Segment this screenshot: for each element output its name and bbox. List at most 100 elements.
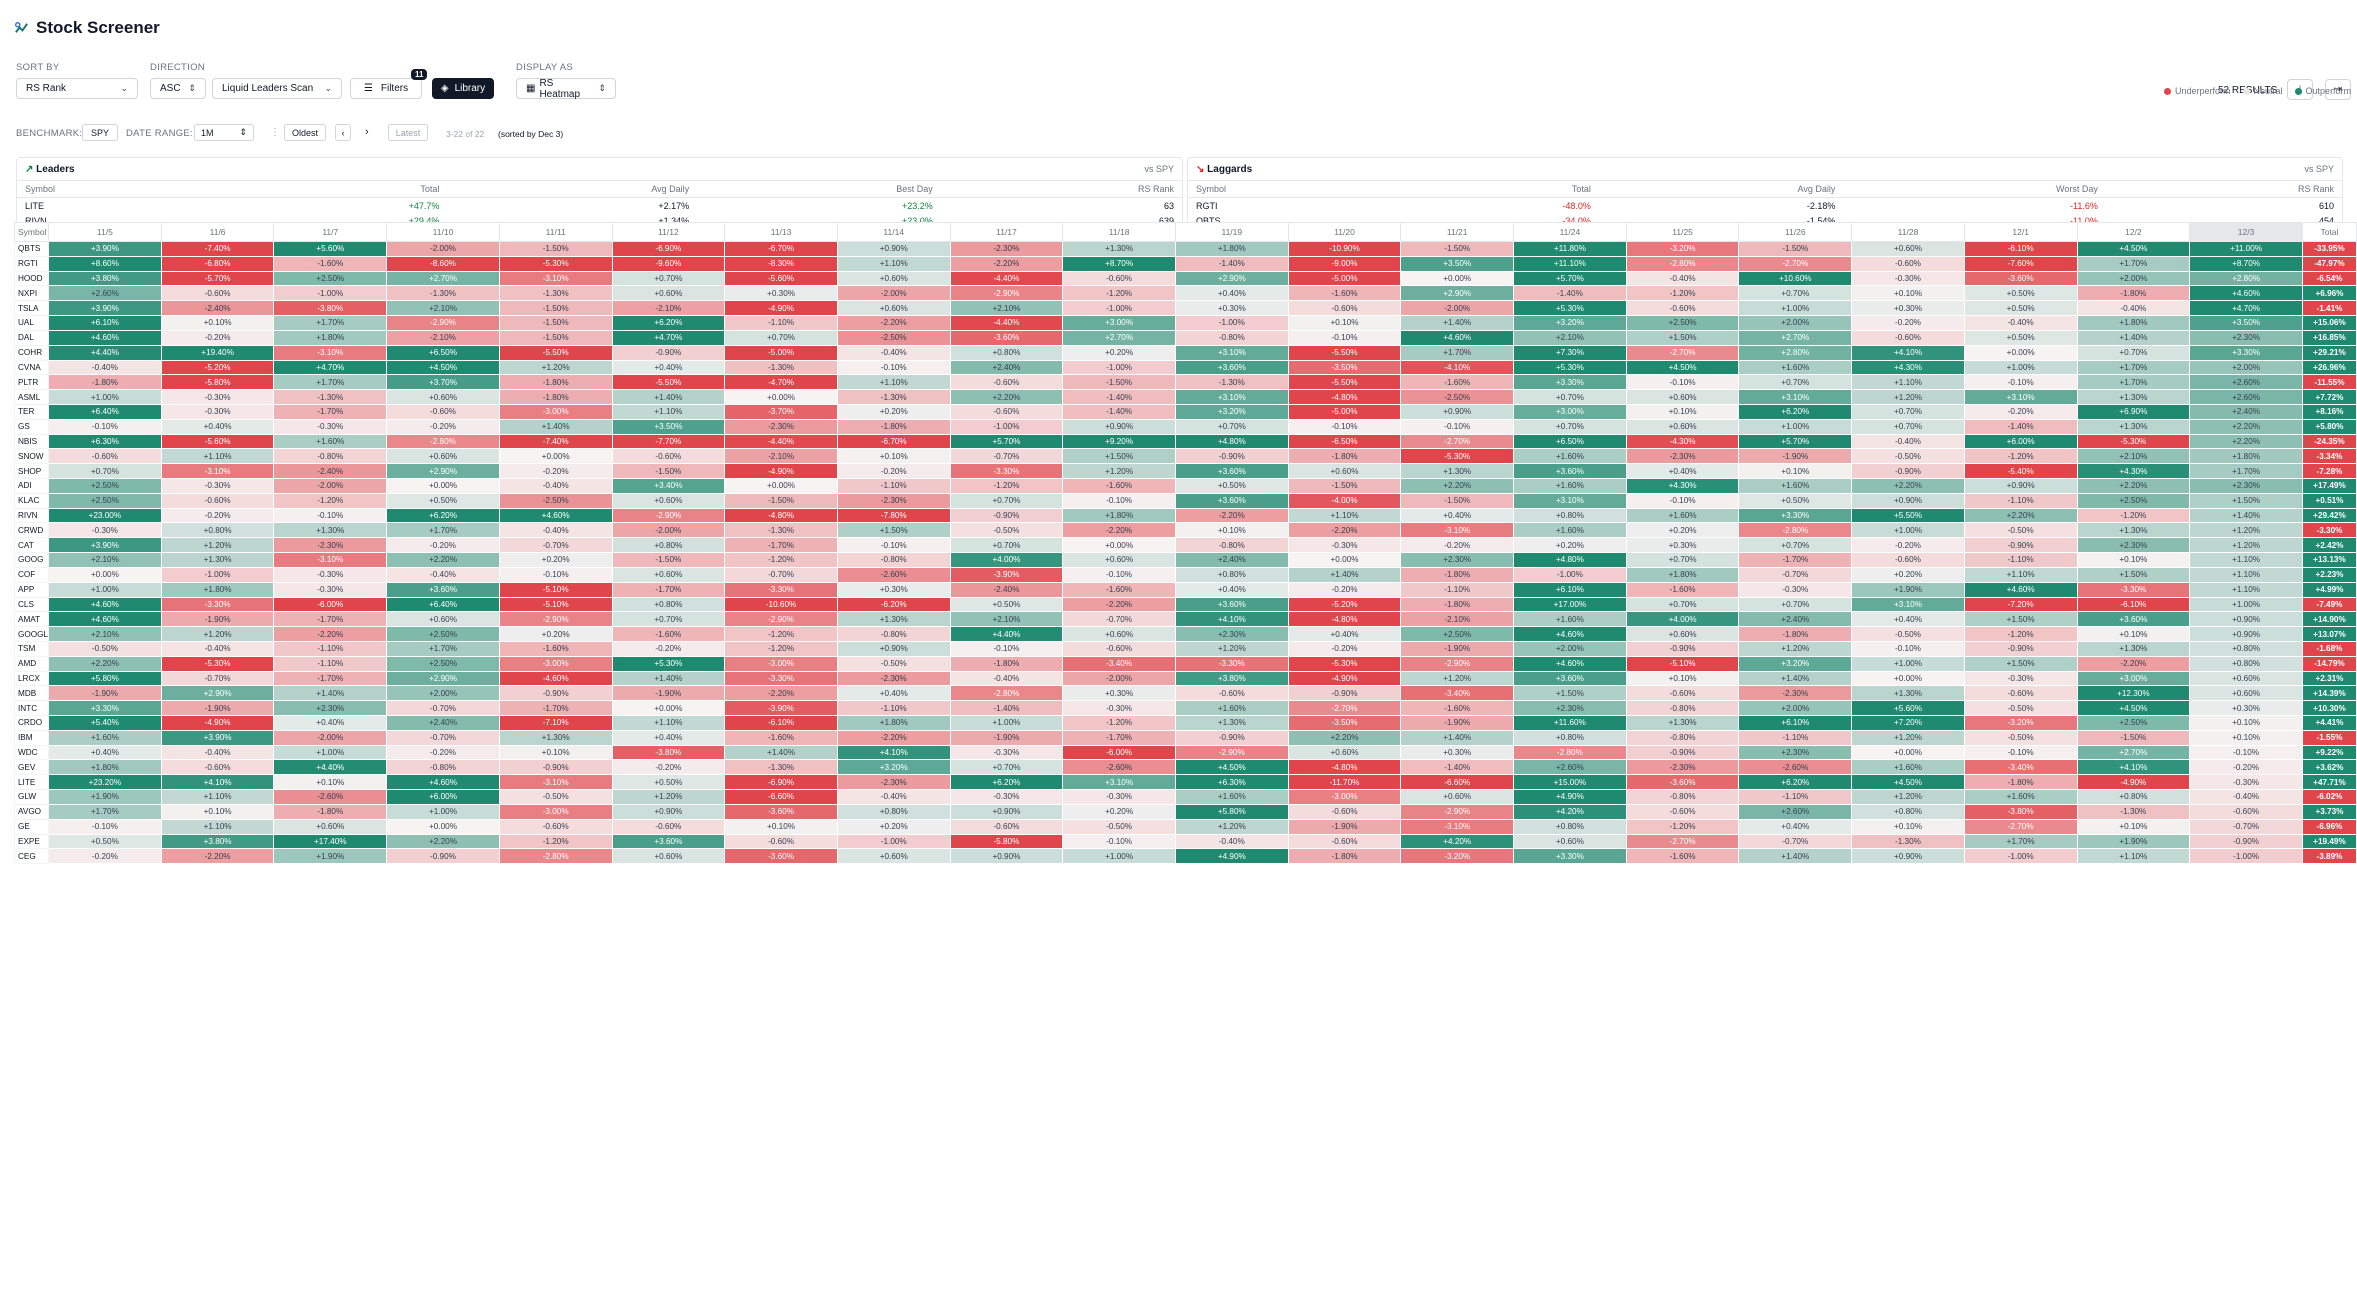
table-row[interactable]: GOOG +2.10% +1.30% -3.10% +2.20% +0.20% -1.50%… xyxy=(13,552,2357,568)
filters-button[interactable]: ☰ Filters xyxy=(350,78,422,99)
table-row[interactable]: GOOGL +2.10% +1.20% -2.20% +2.50% +0.20% -1.60… xyxy=(13,626,2357,642)
date-header[interactable]: 11/13 xyxy=(724,222,838,242)
library-button[interactable]: ◈ Library xyxy=(432,78,494,99)
display-as-select[interactable]: ▦ RS Heatmap ⇕ xyxy=(516,78,616,100)
symbol-cell[interactable]: TSLA xyxy=(13,300,50,317)
symbol-cell[interactable]: GEV xyxy=(13,759,50,776)
table-row[interactable]: TER +6.40% -0.30% -1.70% -0.60% -3.00% +1.10% -… xyxy=(13,403,2357,420)
date-header[interactable]: 11/18 xyxy=(1062,222,1176,242)
table-row[interactable]: CAT +3.90% +1.20% -2.30% -0.20% -0.70% +0.80% -… xyxy=(13,537,2357,554)
latest-button[interactable]: Latest xyxy=(388,124,428,141)
symbol-cell[interactable]: GE xyxy=(13,818,50,835)
benchmark-input[interactable]: SPY xyxy=(82,124,118,141)
symbol-cell[interactable]: LITE xyxy=(13,774,50,791)
symbol-cell[interactable]: TSM xyxy=(13,640,50,657)
symbol-cell[interactable]: GOOGL xyxy=(13,626,50,642)
table-row[interactable]: RIVN +23.00% -0.20% -0.10% +6.20% +4.60% -2.90… xyxy=(13,507,2357,524)
table-row[interactable]: RIVN +29.4% +1.34% +23.0% 639 xyxy=(17,213,1182,228)
table-row[interactable]: SHOP +0.70% -3.10% -2.40% +2.90% -0.20% -1.50%… xyxy=(13,463,2357,479)
table-row[interactable]: QBTS -34.0% -1.54% -11.0% 454 xyxy=(1188,213,2342,228)
sort-by-select[interactable]: RS Rank ⌄ xyxy=(16,78,138,99)
table-row[interactable]: IBM +1.60% +3.90% -2.00% -0.70% +1.30% +0.40% -… xyxy=(13,729,2357,746)
symbol-cell[interactable]: APP xyxy=(13,581,50,598)
symbol-cell[interactable]: CRWD xyxy=(13,522,50,539)
date-header[interactable]: 11/25 xyxy=(1625,222,1740,242)
date-header[interactable]: 11/17 xyxy=(949,222,1064,242)
table-row[interactable]: UAL +6.10% +0.10% +1.70% -2.90% -1.50% +6.20% -… xyxy=(13,315,2357,331)
date-header[interactable]: 11/28 xyxy=(1851,222,1965,242)
symbol-cell[interactable]: AMD xyxy=(13,655,50,672)
table-row[interactable]: RGTI +8.60% -6.80% -1.60% -8.60% -5.30% -9.60%… xyxy=(13,255,2357,272)
date-header[interactable]: 11/5 xyxy=(48,222,162,242)
symbol-cell[interactable]: IBM xyxy=(13,729,50,746)
date-header[interactable]: 11/24 xyxy=(1513,222,1627,242)
table-row[interactable]: LITE +47.7% +2.17% +23.2% 63 xyxy=(17,198,1182,214)
table-row[interactable]: QBTS +3.90% -7.40% +5.60% -2.00% -1.50% -6.90%… xyxy=(13,241,2357,257)
table-row[interactable]: PLTR -1.80% -5.80% +1.70% +3.70% -1.80% -5.50%… xyxy=(13,374,2357,391)
date-header[interactable]: 11/6 xyxy=(160,222,275,242)
table-row[interactable]: GLW +1.90% +1.10% -2.60% +6.00% -0.50% +1.20% -… xyxy=(13,789,2357,805)
symbol-cell[interactable]: DAL xyxy=(13,329,50,346)
table-row[interactable]: TSLA +3.90% -2.40% -3.80% +2.10% -1.50% -2.10%… xyxy=(13,300,2357,317)
table-row[interactable]: GE -0.10% +1.10% +0.60% +0.00% -0.60% -0.60% +0… xyxy=(13,818,2357,835)
table-row[interactable]: GEV +1.80% -0.60% +4.40% -0.80% -0.90% -0.20% -… xyxy=(13,759,2357,776)
date-header[interactable]: 12/3 xyxy=(2189,222,2303,242)
symbol-header[interactable]: Symbol xyxy=(13,222,50,242)
table-row[interactable]: CEG -0.20% -2.20% +1.90% -0.90% -2.80% +0.60% -… xyxy=(13,848,2357,865)
symbol-cell[interactable]: KLAC xyxy=(13,492,50,509)
symbol-cell[interactable]: EXPE xyxy=(13,833,50,850)
symbol-cell[interactable]: QBTS xyxy=(13,241,50,257)
symbol-cell[interactable]: CAT xyxy=(13,537,50,554)
date-header[interactable]: 11/19 xyxy=(1174,222,1289,242)
table-row[interactable]: CLS +4.60% -3.30% -6.00% +6.40% -5.10% +0.80% -… xyxy=(13,596,2357,613)
symbol-cell[interactable]: RGTI xyxy=(13,255,50,272)
symbol-cell[interactable]: COF xyxy=(13,566,50,583)
symbol-cell[interactable]: UAL xyxy=(13,315,50,331)
symbol-cell[interactable]: RIVN xyxy=(13,507,50,524)
table-row[interactable]: AMAT +4.60% -1.90% -1.70% +0.60% -2.90% +0.70%… xyxy=(13,611,2357,628)
table-row[interactable]: NXPI +2.60% -0.60% -1.00% -1.30% -1.30% +0.60%… xyxy=(13,285,2357,302)
symbol-cell[interactable]: CEG xyxy=(13,848,50,865)
symbol-cell[interactable]: ASML xyxy=(13,389,50,405)
table-row[interactable]: EXPE +0.50% +3.80% +17.40% +2.20% -1.20% +3.60… xyxy=(13,833,2357,850)
table-row[interactable]: INTC +3.30% -1.90% +2.30% -0.70% -1.70% +0.00%… xyxy=(13,700,2357,716)
table-row[interactable]: AMD +2.20% -5.30% -1.10% +2.50% -3.00% +5.30% -… xyxy=(13,655,2357,672)
total-header[interactable]: Total xyxy=(2301,222,2357,242)
table-row[interactable]: ADI +2.50% -0.30% -2.00% +0.00% -0.40% +3.40% +… xyxy=(13,478,2357,494)
table-row[interactable]: TSM -0.50% -0.40% -1.10% +1.70% -1.60% -0.20% -… xyxy=(13,640,2357,657)
table-row[interactable]: APP +1.00% +1.80% -0.30% +3.60% -5.10% -1.70% -… xyxy=(13,581,2357,598)
table-row[interactable]: CRDO +5.40% -4.90% +0.40% +2.40% -7.10% +1.10%… xyxy=(13,715,2357,731)
symbol-cell[interactable]: GOOG xyxy=(13,552,50,568)
symbol-cell[interactable]: LRCX xyxy=(13,670,50,687)
table-row[interactable]: LITE +23.20% +4.10% +0.10% +4.60% -3.10% +0.50… xyxy=(13,774,2357,791)
symbol-cell[interactable]: AMAT xyxy=(13,611,50,628)
date-header[interactable]: 11/7 xyxy=(273,222,388,242)
prev-button[interactable]: ‹ xyxy=(335,124,351,141)
symbol-cell[interactable]: COHR xyxy=(13,344,50,361)
symbol-cell[interactable]: CLS xyxy=(13,596,50,613)
symbol-cell[interactable]: CRDO xyxy=(13,715,50,731)
symbol-cell[interactable]: GS xyxy=(13,418,50,435)
scan-select[interactable]: Liquid Leaders Scan ⌄ xyxy=(212,78,342,99)
date-range-select[interactable]: 1M ⇕ xyxy=(194,124,254,141)
oldest-button[interactable]: Oldest xyxy=(284,124,326,141)
table-row[interactable]: COHR +4.40% +19.40% -3.10% +6.50% -5.50% -0.90… xyxy=(13,344,2357,361)
table-row[interactable]: RGTI -48.0% -2.18% -11.6% 610 xyxy=(1188,198,2342,214)
symbol-cell[interactable]: GLW xyxy=(13,789,50,805)
date-header[interactable]: 11/20 xyxy=(1287,222,1402,242)
date-header[interactable]: 11/21 xyxy=(1400,222,1515,242)
symbol-cell[interactable]: INTC xyxy=(13,700,50,716)
date-header[interactable]: 11/10 xyxy=(386,222,500,242)
symbol-cell[interactable]: CVNA xyxy=(13,359,50,376)
next-button[interactable]: › xyxy=(365,126,369,138)
symbol-cell[interactable]: AVGO xyxy=(13,803,50,820)
table-row[interactable]: WDC +0.40% -0.40% +1.00% -0.20% +0.10% -3.80% +… xyxy=(13,744,2357,761)
table-row[interactable]: CRWD -0.30% +0.80% +1.30% +1.70% -0.40% -2.00%… xyxy=(13,522,2357,539)
date-header[interactable]: 12/1 xyxy=(1963,222,2078,242)
symbol-cell[interactable]: PLTR xyxy=(13,374,50,391)
symbol-cell[interactable]: MDB xyxy=(13,685,50,702)
table-row[interactable]: CVNA -0.40% -5.20% +4.70% +4.50% +1.20% +0.40%… xyxy=(13,359,2357,376)
symbol-cell[interactable]: NXPI xyxy=(13,285,50,302)
table-row[interactable]: ASML +1.00% -0.30% -1.30% +0.60% -1.80% +1.40%… xyxy=(13,389,2357,405)
table-row[interactable]: GS -0.10% +0.40% -0.30% -0.20% +1.40% +3.50% -2… xyxy=(13,418,2357,435)
